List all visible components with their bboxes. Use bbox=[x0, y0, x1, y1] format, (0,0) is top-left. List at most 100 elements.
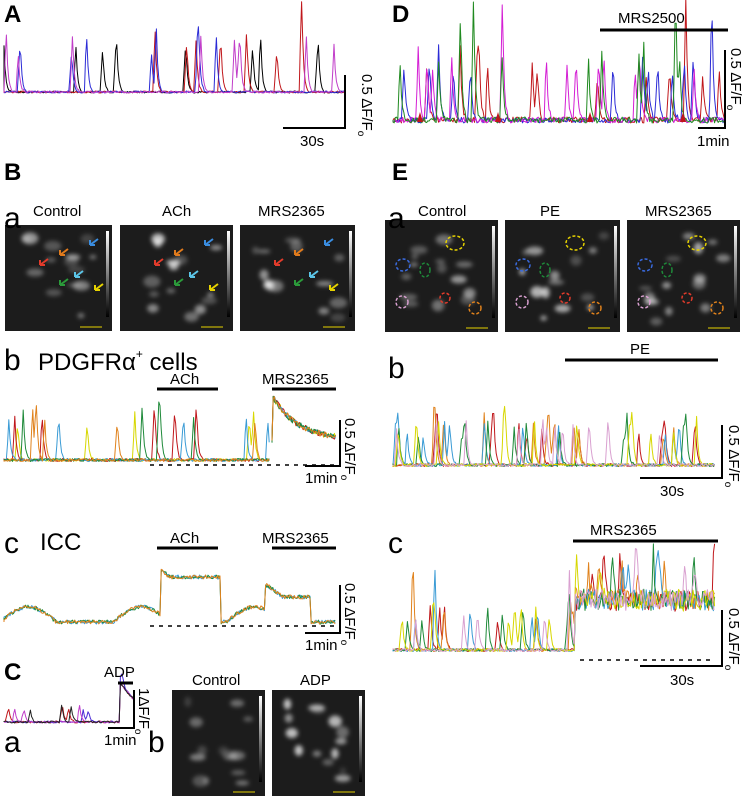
scale-bar bbox=[640, 610, 723, 667]
cell bbox=[44, 240, 62, 252]
cell bbox=[284, 713, 293, 723]
cells bbox=[283, 698, 351, 782]
roi bbox=[565, 235, 585, 251]
image-label: Control bbox=[418, 203, 466, 220]
scale-y: 0.5 ΔF/Fo bbox=[722, 425, 742, 488]
scale-x: 1min bbox=[305, 470, 338, 487]
arrow bbox=[59, 248, 69, 256]
roi bbox=[395, 258, 411, 272]
arrow bbox=[274, 258, 284, 266]
roi bbox=[445, 235, 465, 251]
roi bbox=[588, 301, 602, 315]
cell bbox=[147, 303, 159, 313]
cell bbox=[235, 780, 250, 786]
image-label: Control bbox=[192, 672, 240, 689]
cell bbox=[315, 281, 334, 287]
scale-bar bbox=[305, 585, 341, 634]
arrow bbox=[294, 248, 304, 256]
arrow bbox=[89, 238, 99, 246]
cell bbox=[334, 253, 345, 262]
roi bbox=[661, 262, 673, 278]
cell bbox=[455, 261, 473, 268]
panel-label: E bbox=[392, 159, 408, 186]
cell bbox=[312, 750, 322, 757]
cell bbox=[184, 696, 192, 708]
cell bbox=[189, 717, 203, 728]
scale-y: 0.5 ΔF/Fo bbox=[722, 608, 742, 671]
cell bbox=[268, 280, 284, 293]
intensity-scale bbox=[106, 231, 109, 317]
cell bbox=[588, 247, 598, 254]
arrow bbox=[309, 270, 319, 278]
drug-label: ACh bbox=[170, 530, 199, 547]
drug-label: MRS2365 bbox=[590, 522, 657, 539]
cell bbox=[450, 275, 467, 284]
cells bbox=[21, 232, 97, 319]
cell bbox=[166, 288, 176, 294]
cell bbox=[665, 306, 673, 316]
micrograph bbox=[627, 220, 740, 332]
trace bbox=[392, 548, 715, 652]
cell bbox=[639, 286, 652, 291]
intensity-scale bbox=[259, 696, 262, 782]
cell bbox=[210, 244, 223, 251]
intensity-scale bbox=[227, 231, 230, 317]
scale-x: 1min bbox=[305, 637, 338, 654]
drug-label: MRS2365 bbox=[262, 530, 329, 547]
cell bbox=[231, 770, 246, 776]
sub-label: b bbox=[388, 352, 405, 385]
cell bbox=[329, 297, 348, 309]
sub-label: a bbox=[388, 202, 405, 235]
cell bbox=[143, 275, 161, 288]
scale-bar bbox=[698, 50, 726, 129]
roi bbox=[515, 258, 531, 272]
sub-label: b bbox=[4, 344, 21, 377]
arrow bbox=[189, 270, 199, 278]
scale-y: 0.5 ΔF/Fo bbox=[338, 583, 358, 646]
trace bbox=[3, 682, 135, 724]
cell bbox=[692, 278, 706, 290]
cell bbox=[194, 304, 206, 315]
cell bbox=[230, 699, 245, 707]
cell bbox=[554, 304, 571, 313]
roi bbox=[419, 262, 431, 278]
cell bbox=[399, 293, 418, 301]
cell bbox=[285, 728, 298, 739]
cell bbox=[519, 268, 526, 276]
cell bbox=[334, 774, 351, 782]
scale-x: 30s bbox=[670, 672, 694, 689]
roi bbox=[637, 258, 653, 272]
cell bbox=[431, 299, 445, 312]
scale-x: 1min bbox=[104, 732, 137, 749]
cell bbox=[435, 234, 453, 245]
cells bbox=[252, 237, 348, 322]
cell bbox=[409, 262, 419, 267]
cell bbox=[580, 293, 595, 302]
roi bbox=[395, 295, 409, 309]
scale-bar bbox=[283, 75, 346, 129]
cell bbox=[184, 311, 199, 322]
cell bbox=[693, 242, 704, 254]
intensity-scale bbox=[359, 696, 362, 782]
sub-label: c bbox=[4, 527, 19, 560]
arrow bbox=[204, 238, 214, 246]
arrow bbox=[59, 278, 69, 286]
roi bbox=[439, 292, 451, 304]
cell bbox=[665, 255, 681, 262]
cell bbox=[89, 255, 97, 260]
cell bbox=[290, 240, 303, 253]
cell bbox=[263, 282, 273, 290]
image-label: MRS2365 bbox=[645, 203, 712, 220]
panel-label: B bbox=[4, 159, 21, 186]
scale-y: 0.5 ΔF/Fo bbox=[338, 418, 358, 481]
cells bbox=[184, 696, 254, 787]
cell bbox=[682, 232, 695, 240]
panel-title: ICC bbox=[40, 529, 81, 556]
cell bbox=[650, 317, 663, 326]
cell bbox=[540, 315, 547, 321]
cell bbox=[435, 259, 446, 264]
trace bbox=[3, 39, 346, 94]
scale-bar bbox=[108, 690, 135, 729]
roi bbox=[687, 235, 707, 251]
drug-label: ADP bbox=[104, 664, 135, 681]
